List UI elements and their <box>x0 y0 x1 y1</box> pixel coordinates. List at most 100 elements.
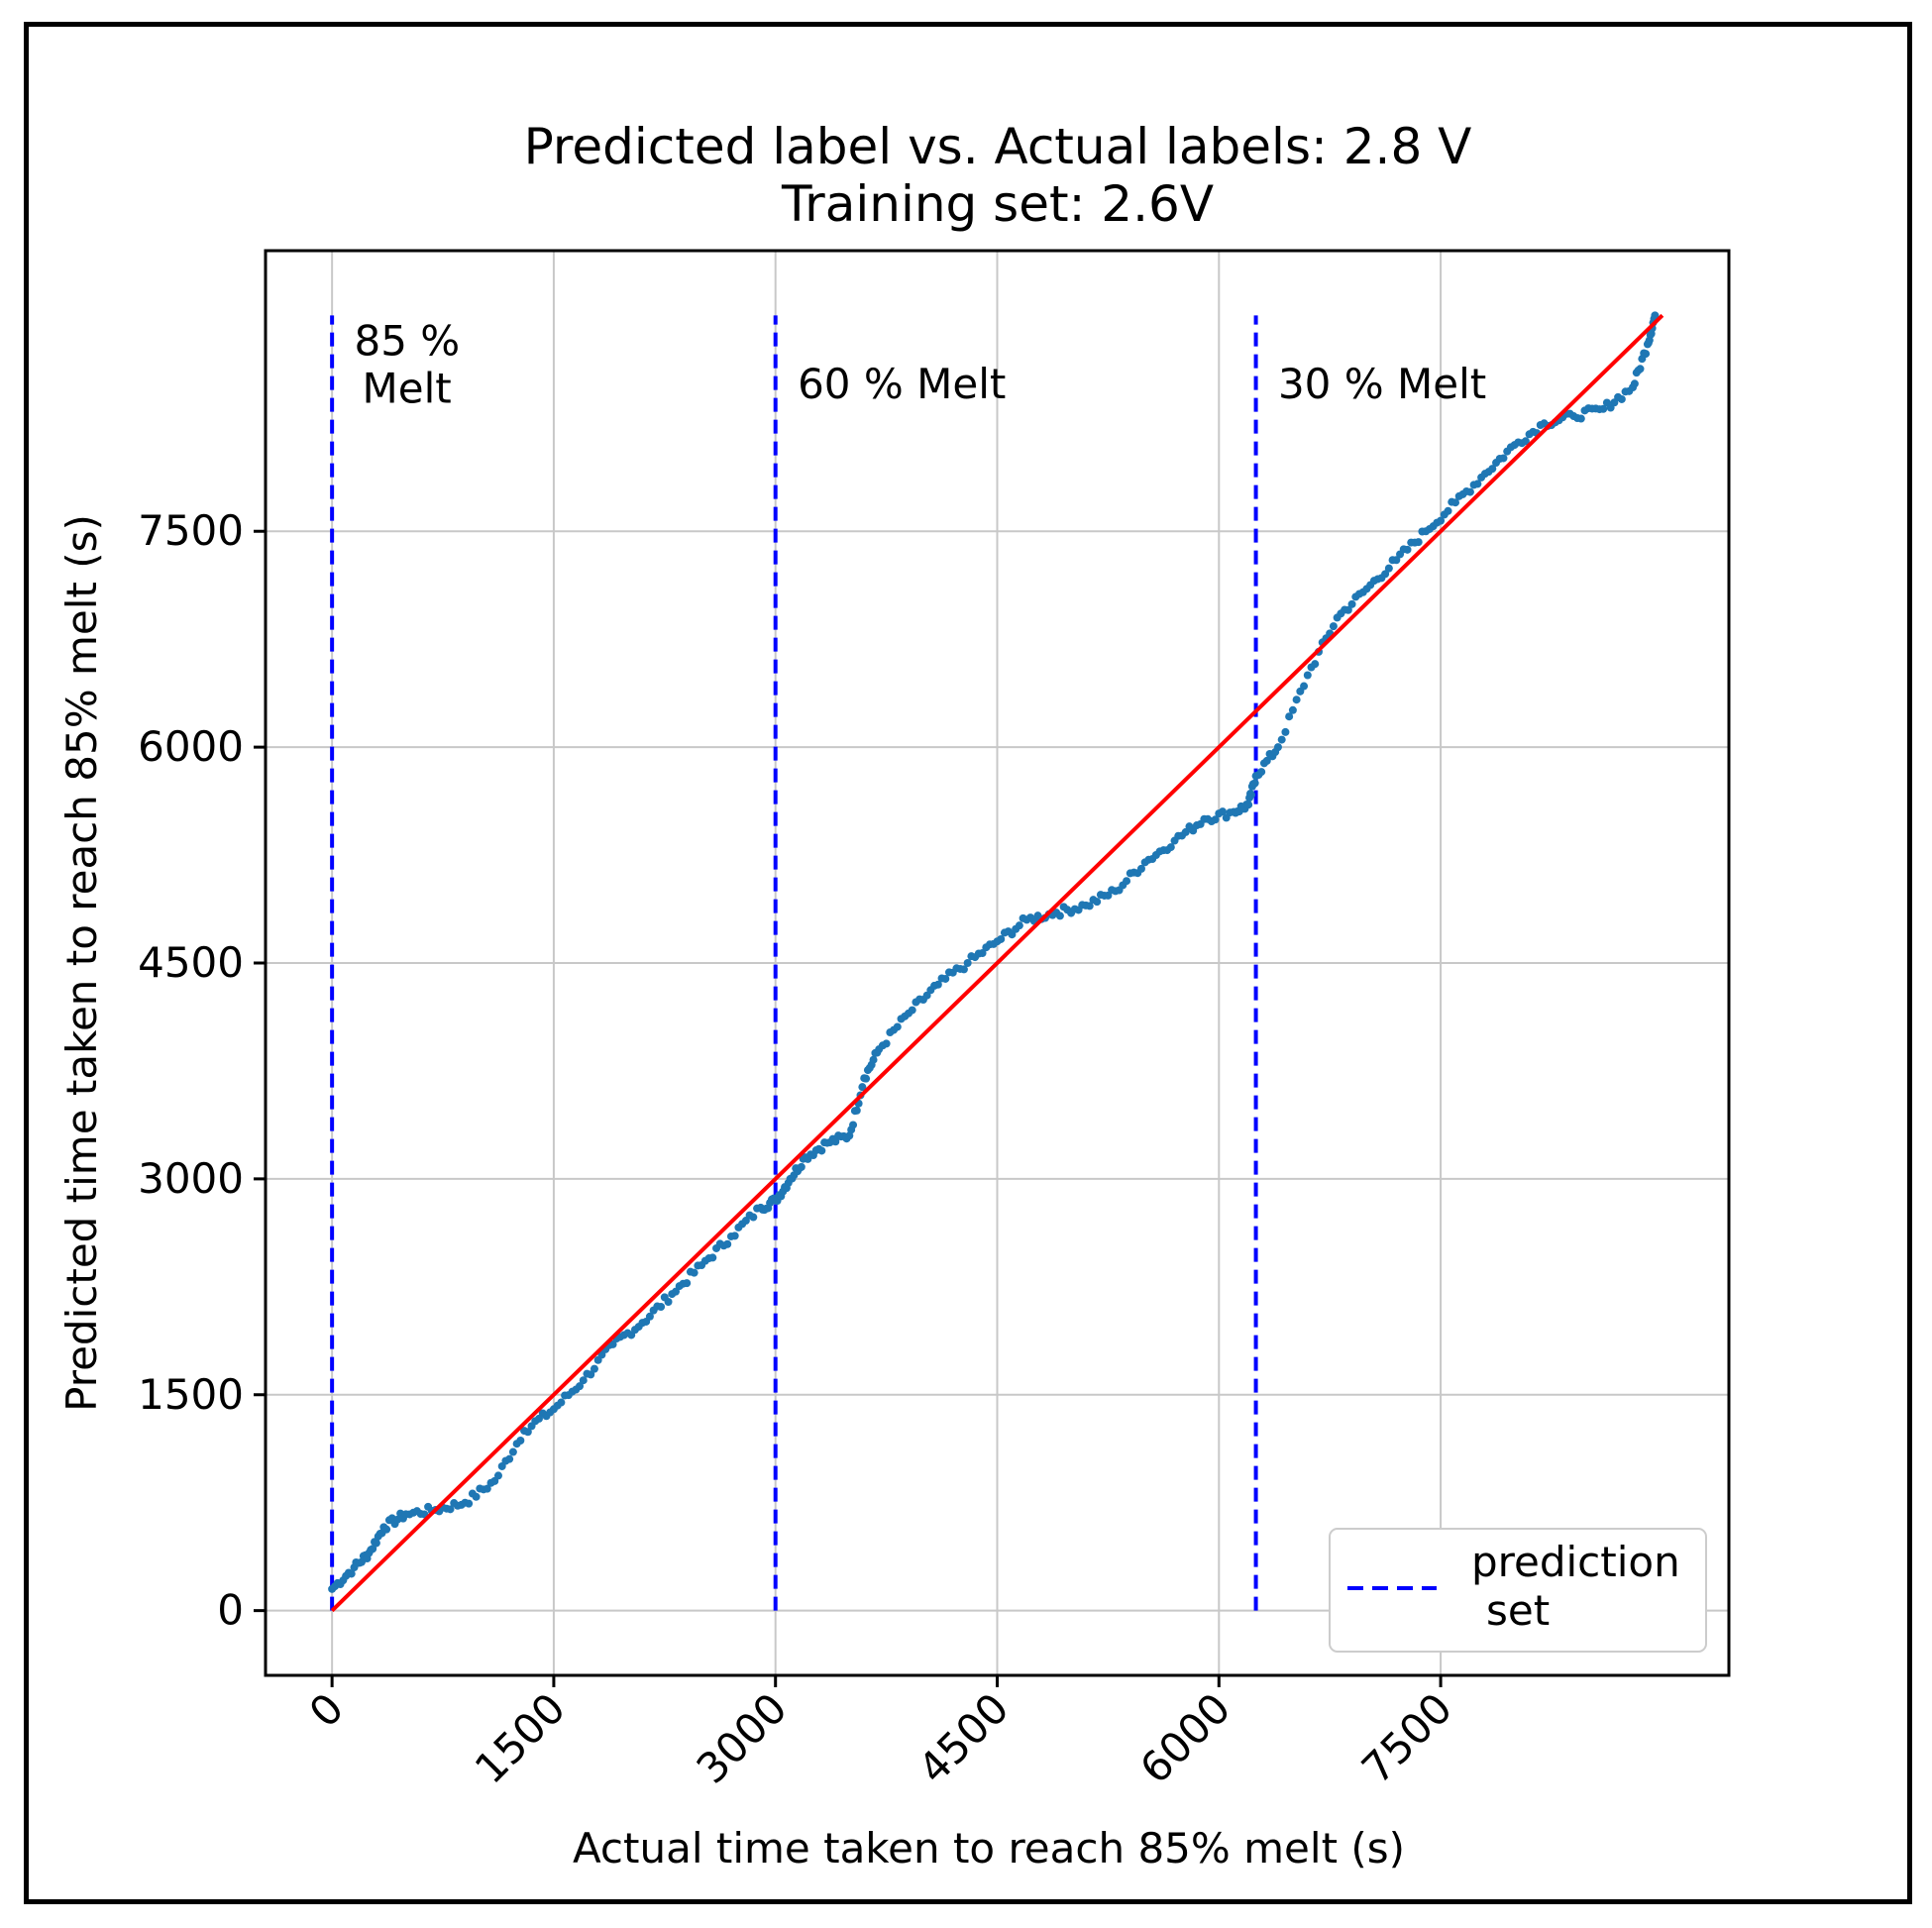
prediction-point-200 <box>933 980 942 989</box>
melt-annotation-0-line-0: 85 % <box>355 316 461 365</box>
prediction-point-115 <box>708 1253 717 1262</box>
melt-annotation-2-line-0: 30 % Melt <box>1278 360 1486 408</box>
prediction-point-295 <box>1250 779 1259 788</box>
prediction-point-362 <box>1488 465 1497 474</box>
prediction-point-175 <box>858 1083 867 1092</box>
prediction-point-217 <box>997 934 1006 943</box>
x-axis-ticks: 0 1500 3000 4500 6000 7500 <box>300 1675 1461 1793</box>
prediction-point-80 <box>579 1376 588 1385</box>
prediction-points <box>328 311 1660 1593</box>
ideal-fit-line <box>330 313 1664 1613</box>
prediction-point-314 <box>1311 660 1320 669</box>
prediction-point-168 <box>845 1131 854 1140</box>
prediction-point-251 <box>1123 877 1131 886</box>
prediction-point-365 <box>1499 454 1508 463</box>
y-tick-label-4: 6000 <box>138 722 244 771</box>
chart-subtitle: Training set: 2.6V <box>781 175 1214 233</box>
prediction-point-51 <box>472 1492 481 1501</box>
prediction-point-333 <box>1381 570 1390 579</box>
prediction-point-397 <box>1617 394 1626 403</box>
prediction-point-20 <box>372 1539 380 1548</box>
prediction-point-404 <box>1636 365 1645 374</box>
prediction-point-65 <box>523 1428 532 1437</box>
prediction-point-158 <box>817 1146 826 1155</box>
figure-frame <box>24 22 1912 1904</box>
prediction-point-57 <box>493 1471 502 1480</box>
legend-label-line-2: set <box>1486 1586 1550 1635</box>
prediction-point-342 <box>1414 538 1423 547</box>
y-tick-label-0: 0 <box>217 1586 244 1635</box>
prediction-point-348 <box>1437 516 1446 525</box>
prediction-point-83 <box>590 1364 598 1373</box>
prediction-point-243 <box>1093 898 1102 907</box>
legend: prediction set <box>1329 1528 1707 1653</box>
legend-label-line-1: prediction <box>1471 1538 1680 1586</box>
prediction-point-101 <box>657 1303 666 1312</box>
prediction-point-334 <box>1384 564 1393 573</box>
prediction-point-306 <box>1281 727 1290 736</box>
y-tick-label-1: 1500 <box>138 1370 244 1419</box>
prediction-point-255 <box>1136 864 1145 873</box>
prediction-point-189 <box>893 1022 902 1031</box>
prediction-point-25 <box>382 1525 391 1534</box>
prediction-point-300 <box>1262 756 1271 765</box>
prediction-point-309 <box>1292 696 1301 704</box>
prediction-point-319 <box>1329 622 1338 631</box>
prediction-point-288 <box>1244 801 1253 809</box>
prediction-point-208 <box>963 959 972 967</box>
prediction-point-298 <box>1257 768 1266 777</box>
x-tick-label-3: 4500 <box>909 1683 1018 1792</box>
prediction-point-267 <box>1181 827 1190 836</box>
prediction-point-121 <box>730 1232 739 1240</box>
prediction-point-233 <box>1055 911 1064 920</box>
prediction-point-60 <box>505 1454 514 1463</box>
x-tick-label-5: 7500 <box>1352 1683 1461 1792</box>
prediction-point-324 <box>1347 599 1356 608</box>
legend-box <box>1329 1528 1707 1653</box>
prediction-point-79 <box>576 1382 585 1391</box>
x-tick-label-1: 1500 <box>466 1683 575 1792</box>
x-axis-label: Actual time taken to reach 85% melt (s) <box>573 1824 1405 1873</box>
prediction-point-275 <box>1211 815 1220 824</box>
prediction-point-177 <box>862 1074 871 1083</box>
grid <box>266 251 1729 1675</box>
y-axis-ticks: 0 1500 3000 4500 6000 7500 <box>138 506 266 1635</box>
x-tick-label-2: 3000 <box>688 1683 797 1792</box>
prediction-point-386 <box>1576 414 1585 423</box>
prediction-point-170 <box>849 1121 858 1129</box>
prediction-point-7 <box>347 1569 356 1578</box>
prediction-point-308 <box>1288 705 1297 714</box>
melt-annotations: 85 %Melt 60 % Melt 30 % Melt <box>355 316 1487 412</box>
prediction-point-277 <box>1219 807 1228 816</box>
y-tick-label-5: 7500 <box>138 506 244 555</box>
prediction-point-150 <box>797 1162 805 1171</box>
prediction-point-407 <box>1642 350 1651 359</box>
prediction-point-358 <box>1473 480 1482 488</box>
prediction-point-336 <box>1392 556 1401 565</box>
prediction-point-61 <box>508 1447 517 1456</box>
prediction-point-263 <box>1166 843 1175 852</box>
prediction-point-110 <box>690 1268 698 1277</box>
melt-annotation-0-line-1: Melt <box>363 364 452 412</box>
prediction-point-307 <box>1285 712 1294 721</box>
prediction-point-74 <box>557 1398 566 1407</box>
prediction-point-186 <box>882 1039 891 1048</box>
prediction-point-212 <box>978 949 987 958</box>
prediction-point-44 <box>446 1505 455 1514</box>
prediction-point-119 <box>723 1239 732 1248</box>
prediction-point-63 <box>516 1436 525 1445</box>
melt-annotation-1-line-0: 60 % Melt <box>798 360 1006 408</box>
prediction-point-339 <box>1403 545 1412 554</box>
prediction-point-88 <box>608 1339 617 1348</box>
prediction-point-392 <box>1599 404 1608 413</box>
prediction-point-312 <box>1303 671 1312 680</box>
prediction-point-416 <box>1651 311 1660 320</box>
prediction-point-305 <box>1277 735 1286 744</box>
prediction-point-103 <box>664 1298 673 1307</box>
prediction-point-202 <box>941 974 950 983</box>
y-tick-label-3: 4500 <box>138 938 244 987</box>
prediction-point-291 <box>1246 791 1255 800</box>
prediction-point-163 <box>831 1137 840 1146</box>
chart-title: Predicted label vs. Actual labels: 2.8 V <box>524 118 1472 175</box>
